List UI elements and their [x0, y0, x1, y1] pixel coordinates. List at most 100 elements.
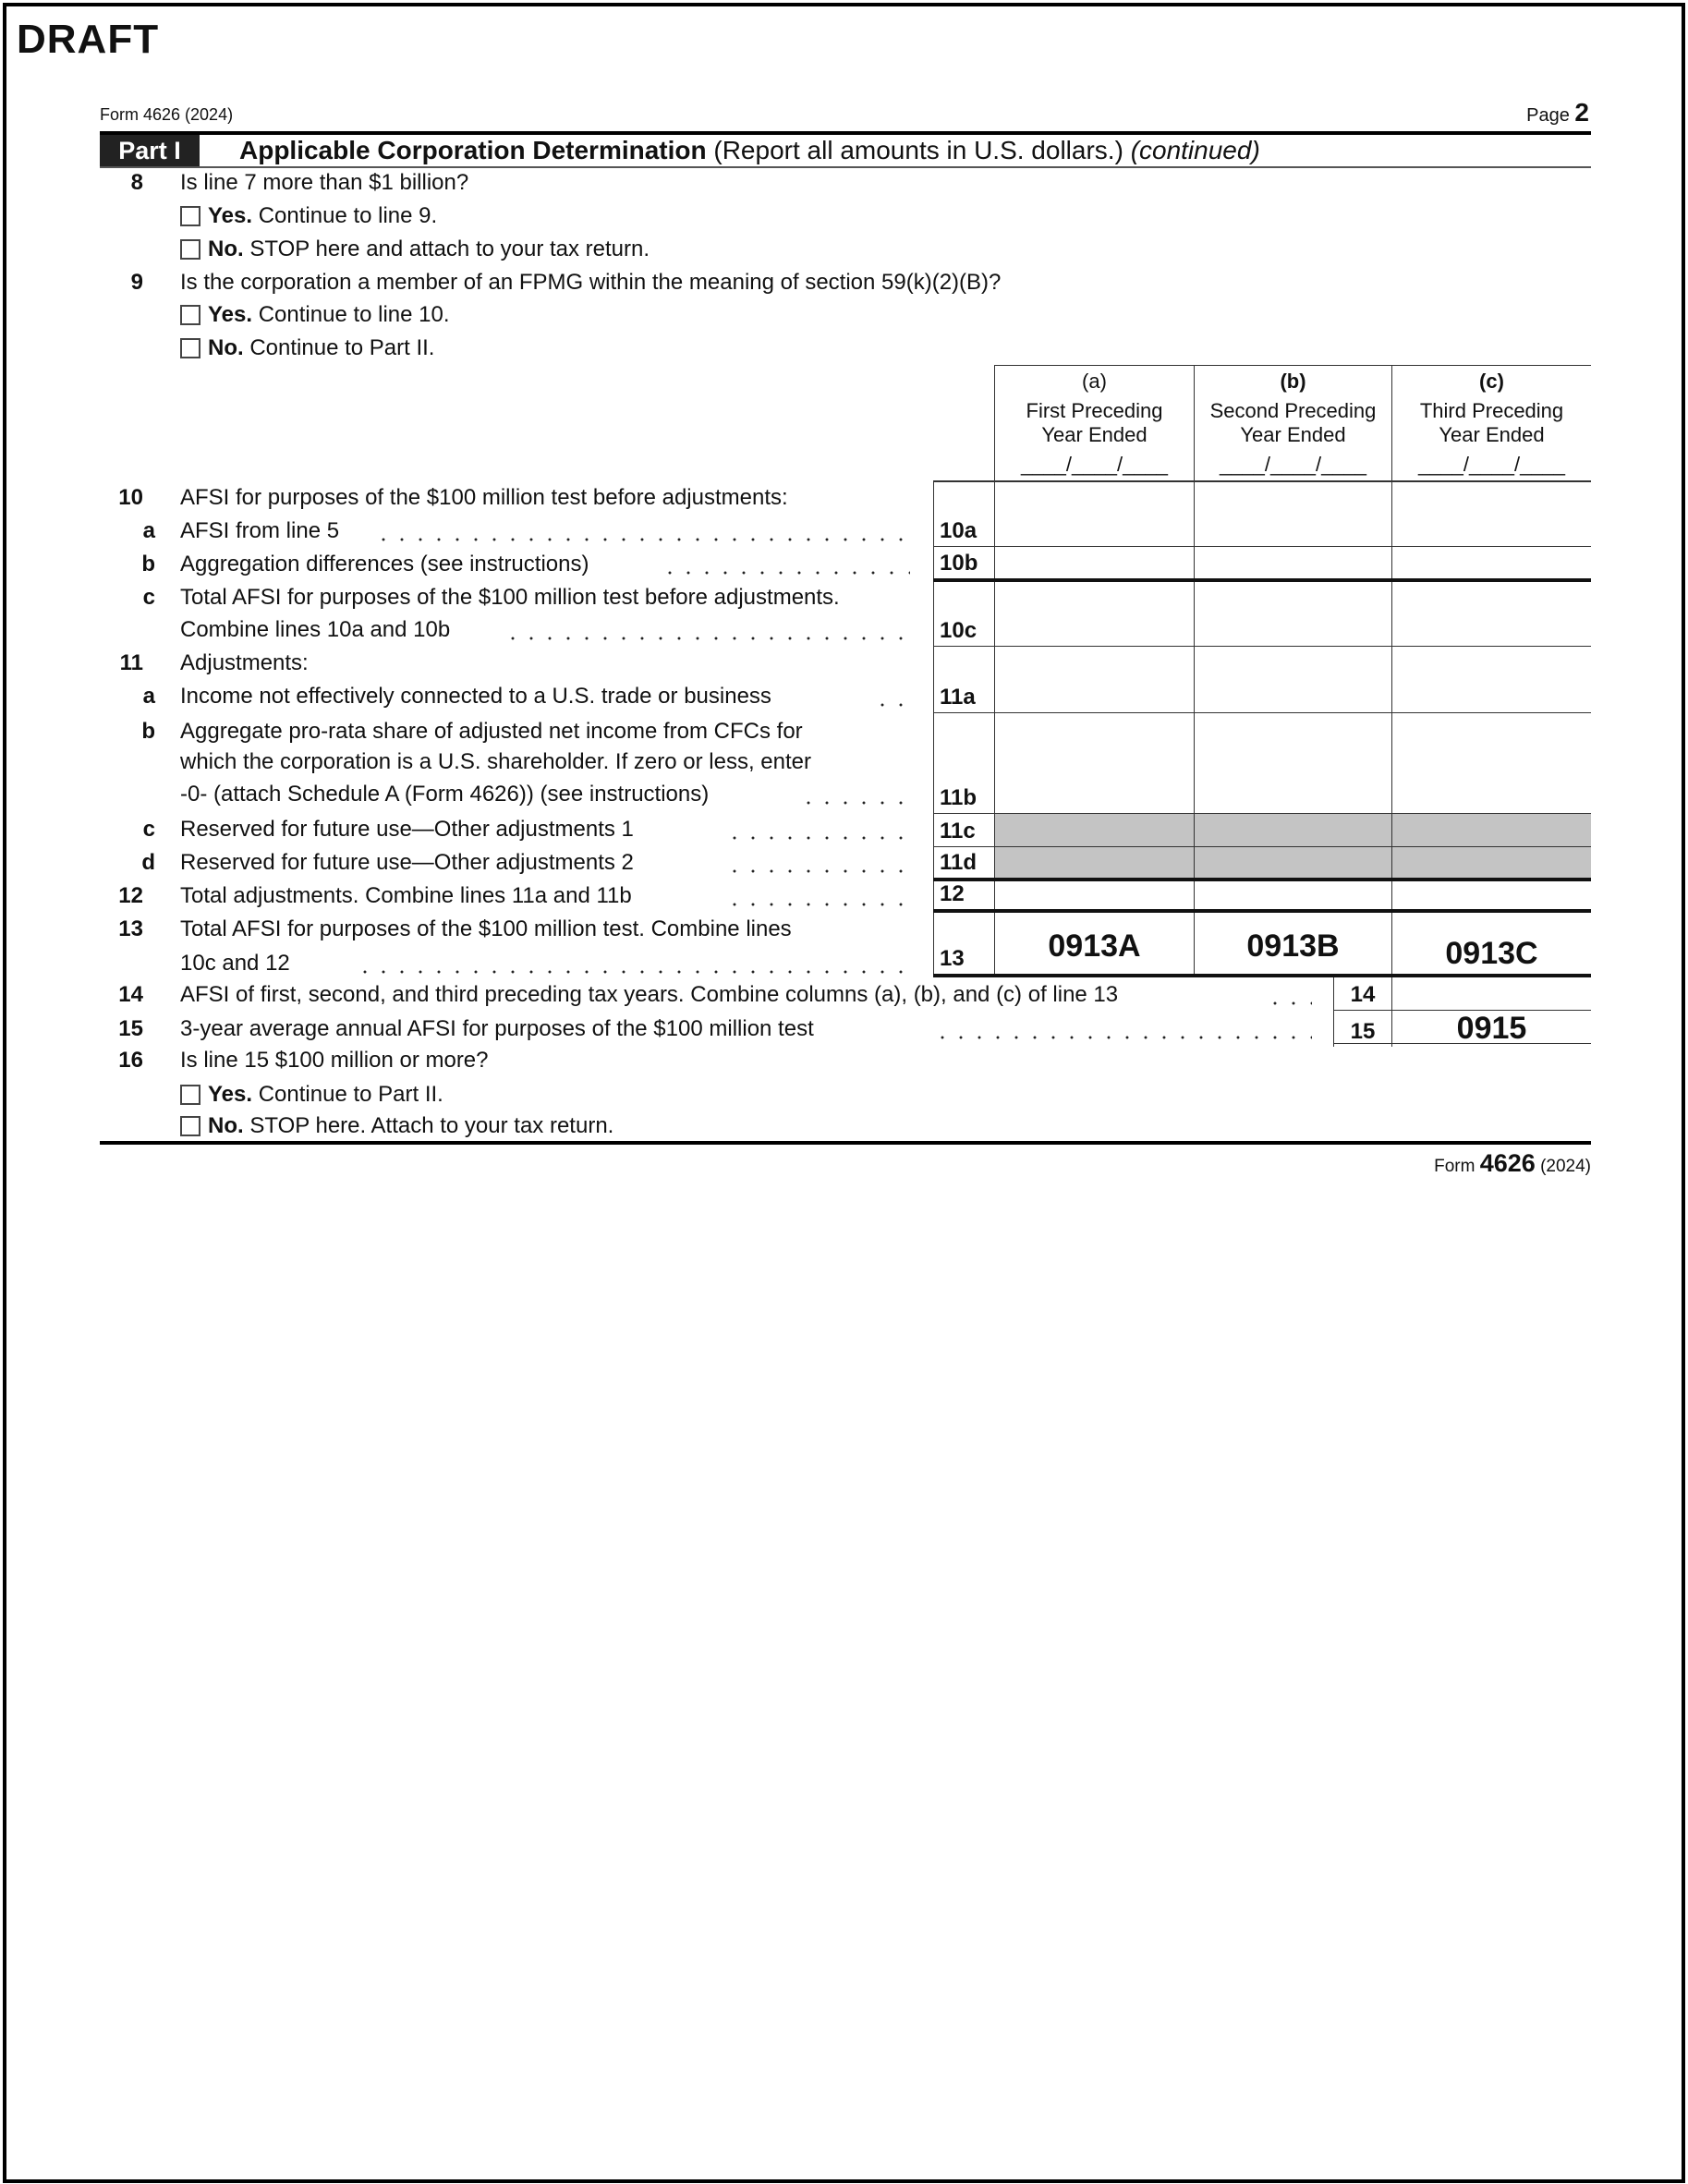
yes-label: Yes.	[208, 1082, 253, 1107]
input-10a-c[interactable]	[1391, 481, 1591, 546]
line-9-yes-checkbox[interactable]	[180, 305, 200, 325]
line-11c-text: Reserved for future use—Other adjustment…	[180, 817, 634, 842]
line-10-text: AFSI for purposes of the $100 million te…	[180, 485, 788, 510]
value-15[interactable]: 0915	[1391, 1011, 1591, 1047]
no-label: No.	[208, 1113, 244, 1138]
leader-dots	[725, 846, 910, 880]
shaded-11d-a	[994, 847, 1194, 878]
input-11a-a[interactable]	[994, 647, 1194, 712]
line-11b-letter: b	[141, 719, 155, 744]
value-13-a[interactable]: 0913A	[994, 913, 1194, 974]
line-16-number: 16	[118, 1048, 143, 1073]
line-8-yes[interactable]: Yes. Continue to line 9.	[180, 200, 437, 233]
shaded-11d-c	[1391, 847, 1591, 878]
input-11b-c[interactable]	[1391, 713, 1591, 813]
input-10c-a[interactable]	[994, 582, 1194, 646]
input-10b-c[interactable]	[1391, 547, 1591, 578]
line-16-yes-checkbox[interactable]	[180, 1085, 200, 1105]
input-12-a[interactable]	[994, 881, 1194, 909]
yes-text: Continue to line 10.	[258, 302, 450, 327]
input-12-c[interactable]	[1391, 881, 1591, 909]
input-10c-c[interactable]	[1391, 582, 1591, 646]
column-a-date-field[interactable]: ____/____/____	[1020, 453, 1169, 476]
line-13-text-2: 10c and 12	[180, 951, 290, 976]
line-12-text: Total adjustments. Combine lines 11a and…	[180, 883, 632, 908]
column-c-date-field[interactable]: ____/____/____	[1417, 453, 1566, 476]
input-10a-a[interactable]	[994, 481, 1194, 546]
box-label: 14	[1333, 977, 1391, 1010]
line-11d-letter: d	[141, 850, 155, 875]
page-number: 2	[1574, 98, 1589, 127]
line-9-number: 9	[130, 270, 143, 295]
part-label: Part I	[100, 135, 200, 166]
shaded-11c-c	[1391, 814, 1591, 846]
line-10a-text: AFSI from line 5	[180, 518, 340, 543]
page-label: Page	[1526, 105, 1570, 126]
leader-dots	[725, 880, 910, 913]
column-letter: (c)	[1479, 370, 1504, 393]
leader-dots	[661, 548, 910, 581]
line-10b-letter: b	[141, 552, 155, 576]
no-label: No.	[208, 335, 244, 360]
footer-year: (2024)	[1540, 1157, 1591, 1176]
row-11c: 11c	[933, 814, 1591, 847]
column-b-header: (b) Second Preceding Year Ended ____/___…	[1194, 365, 1391, 481]
line-15-number: 15	[118, 1016, 143, 1041]
column-title: Third Preceding	[1419, 399, 1564, 422]
input-10b-b[interactable]	[1194, 547, 1391, 578]
box-label: 10b	[933, 547, 994, 578]
page-indicator: Page 2	[1526, 98, 1589, 127]
line-8-no-checkbox[interactable]	[180, 239, 200, 260]
line-10a-letter: a	[142, 518, 155, 543]
line-14-text: AFSI of first, second, and third precedi…	[180, 982, 1119, 1007]
line-9-text: Is the corporation a member of an FPMG w…	[180, 270, 1002, 295]
box-label: 11c	[933, 814, 994, 846]
column-letter: (b)	[1280, 370, 1306, 393]
column-b-date-field[interactable]: ____/____/____	[1219, 453, 1367, 476]
value-14[interactable]	[1391, 977, 1591, 1010]
line-11-text: Adjustments:	[180, 650, 309, 675]
leader-dots	[725, 813, 910, 846]
input-10c-b[interactable]	[1194, 582, 1391, 646]
box-label: 10a	[933, 481, 994, 546]
leader-dots	[1266, 978, 1312, 1012]
line-11b-text-1: Aggregate pro-rata share of adjusted net…	[180, 719, 803, 744]
yes-label: Yes.	[208, 302, 253, 327]
yes-label: Yes.	[208, 203, 253, 228]
line-9-no-checkbox[interactable]	[180, 338, 200, 358]
no-text: STOP here and attach to your tax return.	[249, 237, 650, 261]
row-14: 14	[1333, 977, 1591, 1011]
line-10c-text-2: Combine lines 10a and 10b	[180, 617, 451, 642]
input-10b-a[interactable]	[994, 547, 1194, 578]
line-13-number: 13	[118, 916, 143, 941]
line-16-no[interactable]: No. STOP here. Attach to your tax return…	[180, 1110, 613, 1143]
row-12: 12	[933, 881, 1591, 913]
value-13-c[interactable]: 0913C	[1391, 913, 1591, 974]
input-11b-a[interactable]	[994, 713, 1194, 813]
box-label: 15	[1333, 1011, 1391, 1047]
input-12-b[interactable]	[1194, 881, 1391, 909]
line-16-no-checkbox[interactable]	[180, 1116, 200, 1136]
input-11a-b[interactable]	[1194, 647, 1391, 712]
input-10a-b[interactable]	[1194, 481, 1391, 546]
no-label: No.	[208, 237, 244, 261]
line-8-no[interactable]: No. STOP here and attach to your tax ret…	[180, 233, 650, 266]
footer-form-word: Form	[1434, 1157, 1475, 1176]
line-8-yes-checkbox[interactable]	[180, 206, 200, 226]
leader-dots	[873, 680, 910, 713]
input-11a-c[interactable]	[1391, 647, 1591, 712]
part-title: Applicable Corporation Determination (Re…	[239, 135, 1260, 166]
row-15: 15 0915	[1333, 1011, 1591, 1047]
line-16-yes[interactable]: Yes. Continue to Part II.	[180, 1078, 443, 1111]
row-10a: 10a	[933, 481, 1591, 547]
box-label: 12	[933, 881, 994, 909]
input-11b-b[interactable]	[1194, 713, 1391, 813]
part-top-rule	[100, 131, 1591, 135]
part-continued: (continued)	[1130, 136, 1260, 164]
value-13-b[interactable]: 0913B	[1194, 913, 1391, 974]
line-9-yes[interactable]: Yes. Continue to line 10.	[180, 298, 450, 332]
part-note: (Report all amounts in U.S. dollars.)	[713, 136, 1123, 164]
line-11a-text: Income not effectively connected to a U.…	[180, 684, 771, 709]
line-9-no[interactable]: No. Continue to Part II.	[180, 332, 434, 365]
line-8-number: 8	[130, 170, 143, 195]
